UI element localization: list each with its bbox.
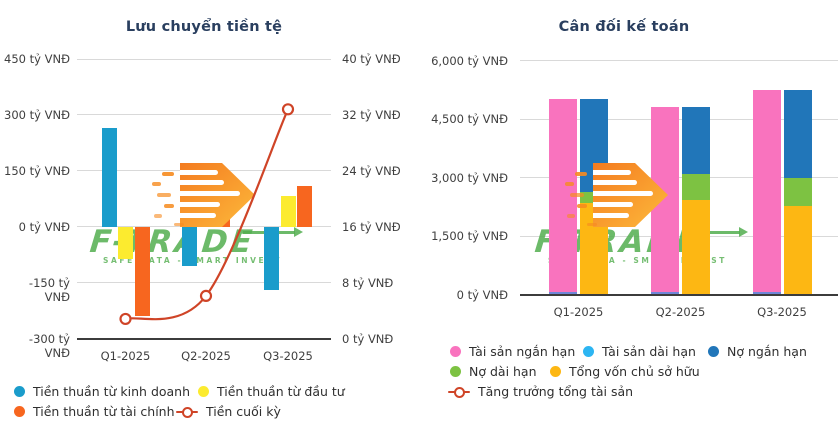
x-axis-category-label: Q3-2025 — [263, 349, 313, 363]
secondary-y-axis-tick-label: 8 tỷ VNĐ — [342, 275, 394, 290]
stack-liabilities-equity-Q3-2025[interactable] — [783, 89, 812, 179]
legend-label: Tăng trưởng tổng tài sản — [478, 384, 634, 399]
stack-liabilities-equity-Q2-2025[interactable] — [682, 106, 710, 174]
stack-liabilities-equity-Q3-2025[interactable] — [783, 178, 812, 206]
legend-label: Nợ dài hạn — [469, 364, 537, 379]
gridline — [520, 235, 838, 237]
stack-liabilities-equity-Q1-2025[interactable] — [580, 202, 608, 295]
legend-item-3[interactable]: Nợ ngắn hạn — [708, 344, 807, 359]
legend-dot-icon — [450, 346, 461, 357]
bar-2-Q2-2025[interactable] — [215, 186, 230, 227]
y-axis-tick-label: 1,500 tỷ VNĐ — [431, 229, 508, 243]
y-axis-tick-label: 450 tỷ VNĐ — [4, 52, 70, 66]
legend-dot-icon — [550, 366, 561, 377]
stack-assets-Q3-2025[interactable] — [752, 292, 781, 295]
y-axis-tick-label: 3,000 tỷ VNĐ — [431, 170, 508, 185]
bar-0-Q1-2025[interactable] — [101, 127, 117, 227]
y-axis-tick-label: 0 tỷ VNĐ — [456, 287, 508, 302]
gridline — [520, 118, 838, 120]
legend-item-5[interactable]: Tổng vốn chủ sở hữu — [550, 364, 700, 379]
stack-assets-Q2-2025[interactable] — [651, 106, 679, 293]
stack-assets-Q1-2025[interactable] — [549, 292, 577, 295]
bar-1-Q3-2025[interactable] — [280, 195, 296, 227]
legend-item-2[interactable]: Tiền thuần từ đầu tư — [198, 384, 345, 399]
legend-line-marker-icon — [176, 406, 198, 418]
legend-dot-icon — [450, 366, 461, 377]
secondary-y-axis-tick-label: 0 tỷ VNĐ — [342, 331, 394, 346]
legend-dot-icon — [198, 386, 209, 397]
legend-dot-icon — [14, 406, 25, 417]
bar-0-Q2-2025[interactable] — [182, 226, 197, 266]
legend-item-1[interactable]: Tài sản ngắn hạn — [450, 344, 575, 359]
gridline — [77, 58, 331, 60]
balance-sheet-chart-panel: Cân đối kế toán 6,000 tỷ VNĐ 4,500 tỷ VNĐ… — [420, 0, 840, 443]
gridline — [77, 282, 331, 284]
x-axis-category-label: Q1-2025 — [100, 349, 151, 363]
watermark-brand-text: F-TRADE — [88, 224, 257, 260]
stack-assets-Q1-2025[interactable] — [549, 99, 577, 293]
legend-line-marker-icon — [448, 386, 470, 398]
legend-item-4[interactable]: Nợ dài hạn — [450, 364, 537, 379]
legend-label: Tiền cuối kỳ — [206, 404, 281, 419]
cash-flow-plot-area: 450 tỷ VNĐ 300 tỷ VNĐ 150 tỷ VNĐ 0 tỷ VNĐ -1… — [4, 52, 401, 419]
bar-1-Q1-2025[interactable] — [118, 226, 133, 260]
x-axis-category-label: Q3-2025 — [757, 305, 807, 319]
y-axis-tick-label: 0 tỷ VNĐ — [18, 219, 70, 234]
legend-item-4[interactable]: Tiền cuối kỳ — [176, 404, 281, 419]
cash-flow-chart-title: Lưu chuyển tiền tệ — [125, 19, 283, 35]
legend-label: Tài sản ngắn hạn — [469, 344, 576, 359]
secondary-y-axis-tick-label: 32 tỷ VNĐ — [342, 107, 401, 122]
x-axis-category-label: Q2-2025 — [181, 349, 231, 363]
balance-sheet-chart-title: Cân đối kế toán — [558, 19, 690, 35]
legend-label: Tài sản dài hạn — [602, 344, 696, 359]
stack-assets-Q3-2025[interactable] — [752, 89, 781, 293]
bar-2-Q3-2025[interactable] — [297, 185, 312, 227]
x-axis-category-label: Q2-2025 — [655, 305, 706, 319]
secondary-y-axis-tick-label: 40 tỷ VNĐ — [342, 52, 401, 66]
y-axis-tick-label: -150 tỷ VNĐ — [28, 275, 70, 304]
stack-assets-Q2-2025[interactable] — [651, 292, 679, 295]
secondary-y-axis-tick-label: 16 tỷ VNĐ — [342, 219, 401, 234]
y-axis-tick-label: 150 tỷ VNĐ — [4, 163, 70, 178]
y-axis-tick-label: -300 tỷ VNĐ — [28, 331, 70, 360]
gridline — [77, 114, 331, 116]
bar-2-Q1-2025[interactable] — [134, 226, 150, 317]
legend-dot-icon — [708, 346, 719, 357]
bar-0-Q3-2025[interactable] — [264, 226, 279, 291]
watermark-tagline: SAFE DATA - SMART INVEST — [548, 256, 727, 265]
gridline — [520, 60, 838, 61]
legend-item-3[interactable]: Tiền thuần từ tài chính — [14, 404, 175, 419]
stack-liabilities-equity-Q2-2025[interactable] — [682, 173, 710, 201]
gridline — [520, 293, 838, 296]
legend-label: Tiền thuần từ tài chính — [33, 404, 175, 419]
stack-liabilities-equity-Q1-2025[interactable] — [580, 99, 608, 192]
y-axis-tick-label: 4,500 tỷ VNĐ — [431, 112, 508, 126]
gridline — [77, 337, 331, 340]
stack-liabilities-equity-Q2-2025[interactable] — [682, 200, 710, 295]
watermark-speed-arrow-icon — [150, 161, 256, 233]
legend-label: Tiền thuần từ kinh doanh — [33, 384, 191, 399]
legend-item-1[interactable]: Tiền thuần từ kinh doanh — [14, 384, 190, 399]
legend-label: Nợ ngắn hạn — [727, 344, 807, 359]
secondary-y-axis-tick-label: 24 tỷ VNĐ — [342, 163, 401, 178]
watermark-arrow — [688, 227, 748, 237]
legend-label: Tổng vốn chủ sở hữu — [569, 364, 700, 379]
legend-item-6[interactable]: Tăng trưởng tổng tài sản — [448, 384, 633, 399]
gridline — [520, 177, 838, 178]
cash-flow-chart-panel: Lưu chuyển tiền tệ 450 tỷ VNĐ 300 tỷ VNĐ 1… — [4, 19, 401, 419]
stack-liabilities-equity-Q1-2025[interactable] — [580, 191, 608, 203]
y-axis-tick-label: 300 tỷ VNĐ — [4, 107, 70, 122]
legend-dot-icon — [583, 346, 594, 357]
balance-sheet-plot-area: 6,000 tỷ VNĐ 4,500 tỷ VNĐ 3,000 tỷ VNĐ 1,50… — [420, 0, 840, 443]
y-axis-tick-label: 6,000 tỷ VNĐ — [431, 53, 508, 68]
legend-item-2[interactable]: Tài sản dài hạn — [583, 344, 696, 359]
x-axis-category-label: Q1-2025 — [553, 305, 604, 319]
stack-liabilities-equity-Q3-2025[interactable] — [783, 205, 812, 295]
legend-label: Tiền thuần từ đầu tư — [217, 384, 345, 399]
legend-dot-icon — [14, 386, 25, 397]
